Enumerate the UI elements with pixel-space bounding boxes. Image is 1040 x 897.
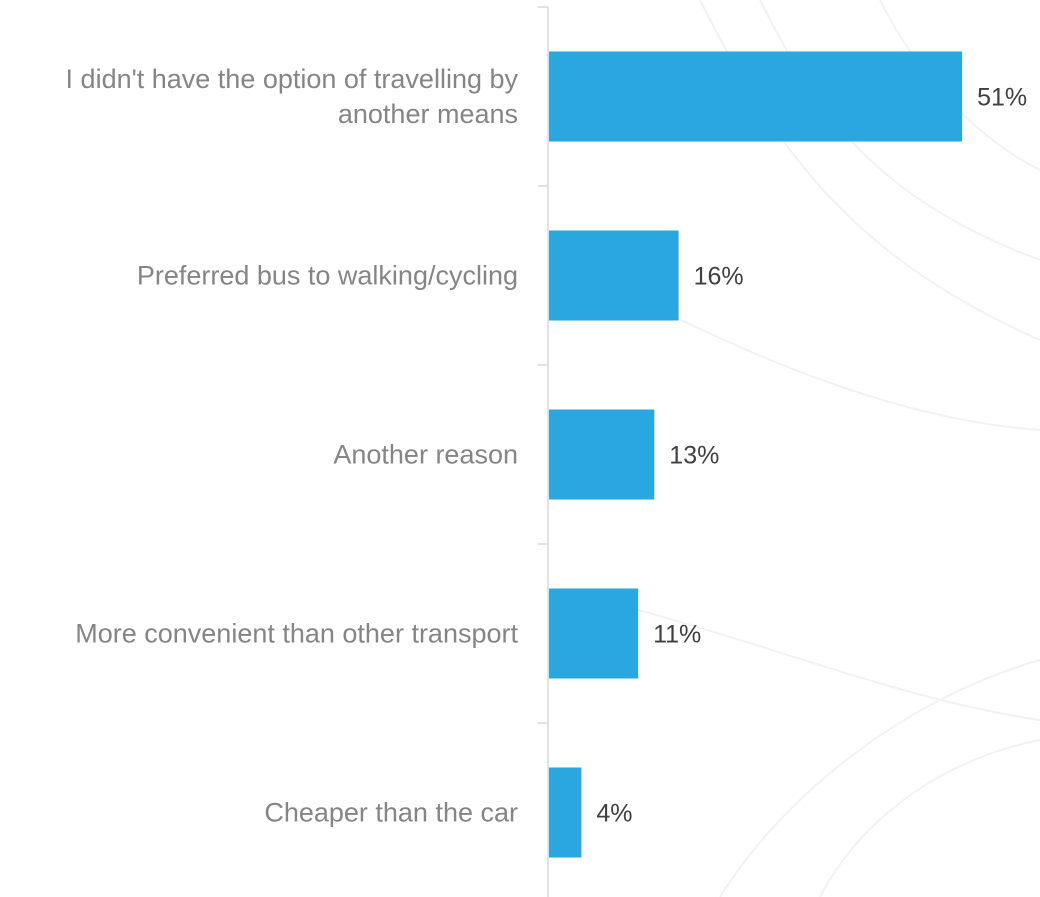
category-label-line: Another reason	[333, 440, 518, 470]
data-label: 11%	[653, 621, 701, 649]
bars	[549, 51, 963, 858]
category-label-line: Cheaper than the car	[264, 798, 518, 828]
bar	[549, 230, 679, 321]
bar	[549, 409, 655, 500]
category-label-line: another means	[338, 99, 518, 129]
data-label: 51%	[977, 84, 1027, 112]
category-label-line: Preferred bus to walking/cycling	[137, 261, 518, 291]
category-label: Preferred bus to walking/cycling	[137, 261, 518, 291]
bar	[549, 588, 639, 679]
value-labels: 51% 16% 13% 11% 4%	[596, 84, 1027, 828]
y-axis	[538, 6, 549, 897]
bar	[549, 767, 582, 858]
category-label-line: More convenient than other transport	[75, 619, 518, 649]
category-label: Cheaper than the car	[264, 798, 518, 828]
category-label: I didn't have the option of travelling b…	[66, 64, 519, 129]
category-labels: I didn't have the option of travelling b…	[66, 64, 519, 828]
data-label: 4%	[596, 800, 632, 828]
bar	[549, 51, 963, 142]
data-label: 13%	[669, 442, 719, 470]
category-label: Another reason	[333, 440, 518, 470]
category-label-line: I didn't have the option of travelling b…	[66, 64, 519, 94]
data-label: 16%	[694, 263, 744, 291]
category-label: More convenient than other transport	[75, 619, 518, 649]
